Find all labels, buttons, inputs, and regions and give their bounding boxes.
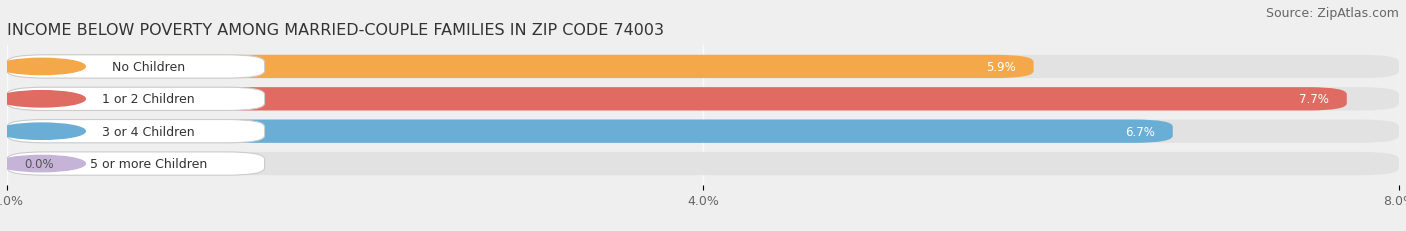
Circle shape — [0, 59, 86, 75]
Text: 6.7%: 6.7% — [1126, 125, 1156, 138]
FancyBboxPatch shape — [7, 120, 1399, 143]
FancyBboxPatch shape — [7, 88, 1347, 111]
FancyBboxPatch shape — [7, 88, 1399, 111]
FancyBboxPatch shape — [7, 120, 1173, 143]
Text: 3 or 4 Children: 3 or 4 Children — [103, 125, 195, 138]
Circle shape — [0, 156, 86, 172]
FancyBboxPatch shape — [7, 55, 1399, 79]
Circle shape — [0, 124, 86, 140]
FancyBboxPatch shape — [7, 152, 1399, 176]
Text: Source: ZipAtlas.com: Source: ZipAtlas.com — [1265, 7, 1399, 20]
Text: 0.0%: 0.0% — [24, 157, 53, 170]
Text: INCOME BELOW POVERTY AMONG MARRIED-COUPLE FAMILIES IN ZIP CODE 74003: INCOME BELOW POVERTY AMONG MARRIED-COUPL… — [7, 23, 664, 38]
Text: 5.9%: 5.9% — [987, 61, 1017, 74]
Text: 1 or 2 Children: 1 or 2 Children — [103, 93, 195, 106]
Text: 7.7%: 7.7% — [1299, 93, 1330, 106]
Text: 5 or more Children: 5 or more Children — [90, 157, 207, 170]
FancyBboxPatch shape — [7, 152, 264, 176]
FancyBboxPatch shape — [7, 120, 264, 143]
FancyBboxPatch shape — [7, 55, 1033, 79]
Circle shape — [0, 91, 86, 107]
Text: No Children: No Children — [112, 61, 186, 74]
FancyBboxPatch shape — [7, 88, 264, 111]
FancyBboxPatch shape — [7, 55, 264, 79]
